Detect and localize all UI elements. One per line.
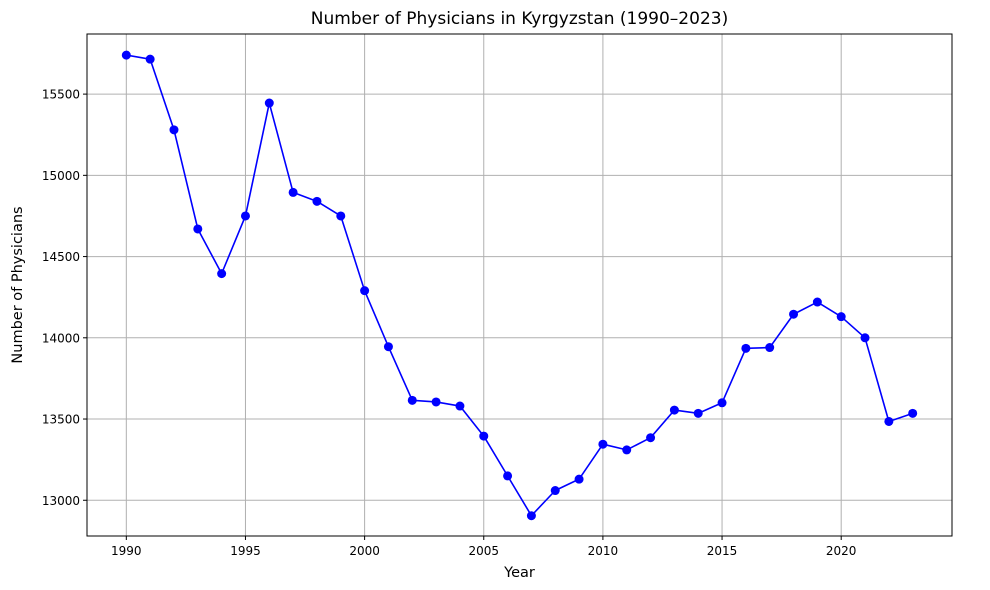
data-point [383,342,393,352]
y-tick-label: 15000 [42,169,80,183]
data-point [240,211,250,221]
grid [87,34,952,536]
data-point [622,445,632,455]
data-point [503,471,513,481]
y-tick-label: 15500 [42,88,80,102]
series-layer [121,50,918,521]
y-tick-label: 14500 [42,250,80,264]
data-point [836,312,846,322]
data-point [336,211,346,221]
data-point [789,309,799,319]
x-tick-label: 2005 [468,544,499,558]
x-axis-title: Year [503,565,535,581]
x-tick-label: 2020 [826,544,857,558]
y-tick-label: 14000 [42,331,80,345]
data-point [407,395,417,405]
data-point [741,343,751,353]
data-point [455,401,465,411]
data-point [812,297,822,307]
x-tick-label: 1995 [230,544,261,558]
data-point [646,433,656,443]
y-axis-title: Number of Physicians [10,206,26,363]
series-line [126,54,913,517]
x-tick-label: 2000 [349,544,380,558]
data-point [479,431,489,441]
data-point [669,405,679,415]
data-point [121,50,131,60]
y-tick-label: 13500 [42,413,80,427]
x-tick-label: 1990 [111,544,142,558]
data-point [884,416,894,426]
data-point [217,269,227,279]
data-point [360,286,370,296]
x-tick-label: 2015 [707,544,738,558]
data-point [598,439,608,449]
data-point [765,343,775,353]
data-point [550,486,560,496]
data-point [574,474,584,484]
data-point [693,408,703,418]
data-point [288,187,298,197]
y-tick-label: 13000 [42,494,80,508]
chart-title: Number of Physicians in Kyrgyzstan (1990… [311,9,728,29]
data-point [526,511,536,521]
data-point [264,98,274,108]
data-point [717,398,727,408]
data-point [431,397,441,407]
plot-frame [86,33,953,537]
ticks: 1990 1995 2000 2005 2010 2015 2020 13000 13500 14… [42,88,857,558]
data-point [312,196,322,206]
data-point [169,125,179,135]
data-point [908,408,918,418]
data-point [145,54,155,64]
data-point [193,224,203,234]
data-point [860,333,870,343]
x-tick-label: 2010 [588,544,619,558]
